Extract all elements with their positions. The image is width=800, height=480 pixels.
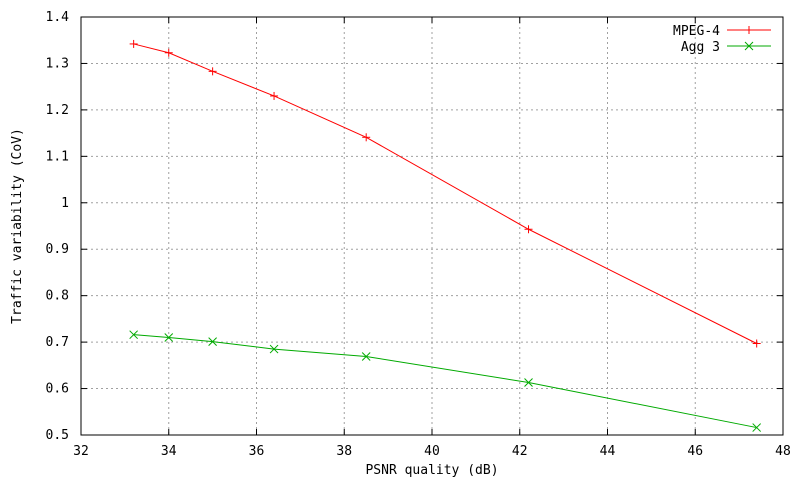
y-tick-label: 0.9 bbox=[46, 242, 69, 257]
y-axis-title: Traffic variability (CoV) bbox=[10, 128, 25, 324]
x-tick-label: 40 bbox=[424, 444, 440, 459]
data-point-agg-3 bbox=[752, 423, 762, 432]
data-point-mpeg-4 bbox=[129, 39, 138, 48]
data-point-mpeg-4 bbox=[362, 133, 371, 142]
data-point-agg-3 bbox=[269, 344, 279, 354]
x-tick-label: 34 bbox=[161, 444, 177, 459]
x-tick-label: 42 bbox=[512, 444, 528, 459]
y-tick-label: 1.2 bbox=[46, 103, 69, 118]
data-point-agg-3 bbox=[208, 337, 217, 347]
series-mpeg-4 bbox=[129, 39, 761, 348]
legend-label: MPEG-4 bbox=[673, 24, 720, 39]
data-point-mpeg-4 bbox=[524, 225, 533, 234]
series-line-mpeg-4 bbox=[133, 43, 757, 344]
grid bbox=[81, 17, 783, 435]
data-point-agg-3 bbox=[524, 378, 533, 387]
data-point-mpeg-4 bbox=[208, 67, 217, 76]
data-point-mpeg-4 bbox=[270, 91, 279, 100]
x-tick-label: 46 bbox=[687, 444, 703, 459]
y-tick-label: 0.5 bbox=[46, 428, 69, 443]
series-line-agg-3 bbox=[133, 334, 757, 429]
legend-item-agg-3: Agg 3 bbox=[681, 40, 771, 55]
data-point-agg-3 bbox=[361, 352, 371, 361]
x-tick-label: 44 bbox=[600, 444, 616, 459]
y-tick-label: 0.8 bbox=[46, 289, 69, 304]
x-tick-label: 32 bbox=[73, 444, 89, 459]
legend-item-mpeg-4: MPEG-4 bbox=[673, 24, 771, 39]
axis-ticks: 32 34 36 38 40 42 44 46 48 0.5 0.6 0.7 0.8 0.9 1 1.1 1.2… bbox=[46, 10, 791, 459]
y-tick-label: 1.4 bbox=[46, 10, 70, 25]
y-tick-label: 0.6 bbox=[46, 382, 69, 397]
legend-marker bbox=[744, 41, 754, 51]
y-tick-label: 1 bbox=[61, 196, 69, 211]
x-tick-label: 48 bbox=[775, 444, 791, 459]
data-point-agg-3 bbox=[164, 333, 174, 342]
legend-marker bbox=[745, 26, 753, 34]
data-point-mpeg-4 bbox=[752, 339, 761, 348]
legend-label: Agg 3 bbox=[681, 40, 720, 55]
y-tick-label: 0.7 bbox=[46, 335, 69, 350]
x-tick-label: 36 bbox=[249, 444, 265, 459]
data-point-mpeg-4 bbox=[164, 48, 173, 57]
y-tick-label: 1.3 bbox=[46, 56, 69, 71]
x-tick-label: 38 bbox=[336, 444, 352, 459]
y-tick-label: 1.1 bbox=[46, 149, 69, 164]
series-group bbox=[129, 39, 762, 432]
x-axis-title: PSNR quality (dB) bbox=[365, 463, 498, 478]
series-agg-3 bbox=[129, 330, 762, 432]
data-point-agg-3 bbox=[129, 330, 139, 340]
